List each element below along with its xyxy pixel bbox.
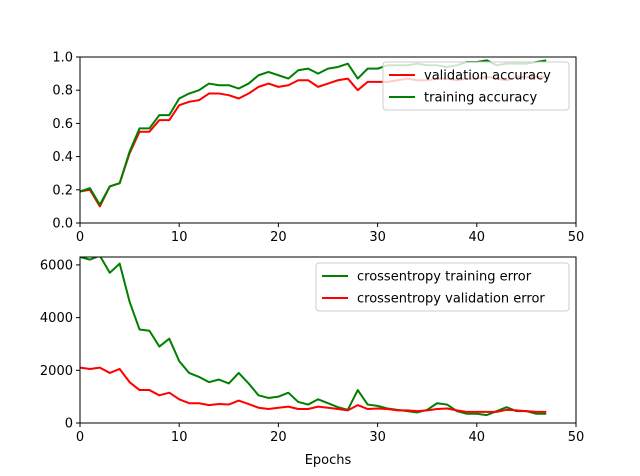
x-tick-label: 20 <box>270 230 287 245</box>
y-tick-label: 1.0 <box>52 51 73 66</box>
y-tick-label: 0 <box>65 417 73 432</box>
accuracy-chart: 0 10 20 30 40 50 0.0 0.2 0.4 0.6 0.8 1.0 validation … <box>52 51 584 246</box>
plot-frame <box>79 256 577 424</box>
x-tick-label: 50 <box>568 430 585 445</box>
x-tick-label: 50 <box>568 230 585 245</box>
y-tick-label: 6000 <box>40 258 73 273</box>
y-tick-label: 0.2 <box>52 183 73 198</box>
legend-label: training accuracy <box>424 91 537 106</box>
x-axis-label: Epochs <box>305 453 352 468</box>
x-tick-label: 0 <box>76 230 84 245</box>
legend-box <box>382 61 570 111</box>
x-tick-label: 40 <box>469 230 486 245</box>
x-tick-label: 30 <box>369 230 386 245</box>
plot-frame <box>79 56 577 224</box>
legend-label: crossentropy training error <box>357 270 532 285</box>
error-chart: 0 10 20 30 40 50 0 2000 4000 6000 crossentropy tra… <box>40 256 584 445</box>
y-tick-label: 0.4 <box>52 150 73 165</box>
x-tick-label: 20 <box>270 430 287 445</box>
legend-box <box>315 262 570 312</box>
y-tick-label: 0.8 <box>52 84 73 99</box>
y-tick-label: 2000 <box>40 364 73 379</box>
x-tick-label: 0 <box>76 430 84 445</box>
series-line-crossentropy-training-error <box>80 257 547 417</box>
legend-label: validation accuracy <box>424 69 551 84</box>
x-tick-label: 30 <box>369 430 386 445</box>
legend: validation accuracy training accuracy <box>382 61 570 111</box>
y-tick-label: 4000 <box>40 311 73 326</box>
y-tick-label: 0.0 <box>52 217 73 232</box>
legend: crossentropy training error crossentropy … <box>315 262 570 312</box>
series-line-crossentropy-validation-error <box>80 366 547 413</box>
legend-label: crossentropy validation error <box>357 292 545 307</box>
y-tick-label: 0.6 <box>52 117 73 132</box>
x-tick-label: 40 <box>469 430 486 445</box>
x-tick-label: 10 <box>171 430 188 445</box>
x-tick-label: 10 <box>171 230 188 245</box>
